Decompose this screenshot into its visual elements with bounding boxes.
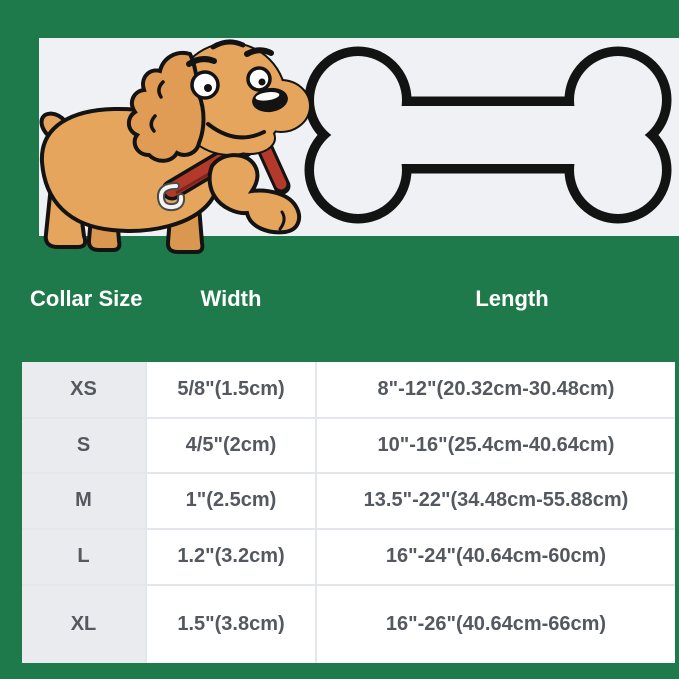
column-header-row: Collar Size Width Length [0,286,679,316]
width-cell: 1.5"(3.8cm) [145,584,317,663]
length-cell: 16"-24"(40.64cm-60cm) [315,527,675,587]
length-cell: 10"-16"(25.4cm-40.64cm) [315,416,675,475]
collar-size-header: Collar Size [30,286,143,311]
width-cell: 1"(2.5cm) [145,472,317,530]
table-row: XS 5/8"(1.5cm) 8"-12"(20.32cm-30.48cm) [22,362,675,419]
top-banner [39,38,679,236]
table-row: XL 1.5"(3.8cm) 16"-26"(40.64cm-66cm) [22,584,675,663]
size-chart-table: XS 5/8"(1.5cm) 8"-12"(20.32cm-30.48cm) S… [22,362,675,663]
width-cell: 1.2"(3.2cm) [145,527,317,587]
table-row: M 1"(2.5cm) 13.5"-22"(34.48cm-55.88cm) [22,472,675,530]
width-header: Width [200,286,262,311]
width-cell: 5/8"(1.5cm) [145,362,317,419]
length-cell: 8"-12"(20.32cm-30.48cm) [315,362,675,419]
length-cell: 13.5"-22"(34.48cm-55.88cm) [315,472,675,530]
length-header: Length [475,286,549,311]
size-cell: S [22,416,147,475]
table-row: S 4/5"(2cm) 10"-16"(25.4cm-40.64cm) [22,416,675,475]
size-cell: XS [22,362,147,419]
size-cell: M [22,472,147,530]
size-cell: XL [22,584,147,663]
width-cell: 4/5"(2cm) [145,416,317,475]
table-row: L 1.2"(3.2cm) 16"-24"(40.64cm-60cm) [22,527,675,587]
length-cell: 16"-26"(40.64cm-66cm) [315,584,675,663]
size-cell: L [22,527,147,587]
